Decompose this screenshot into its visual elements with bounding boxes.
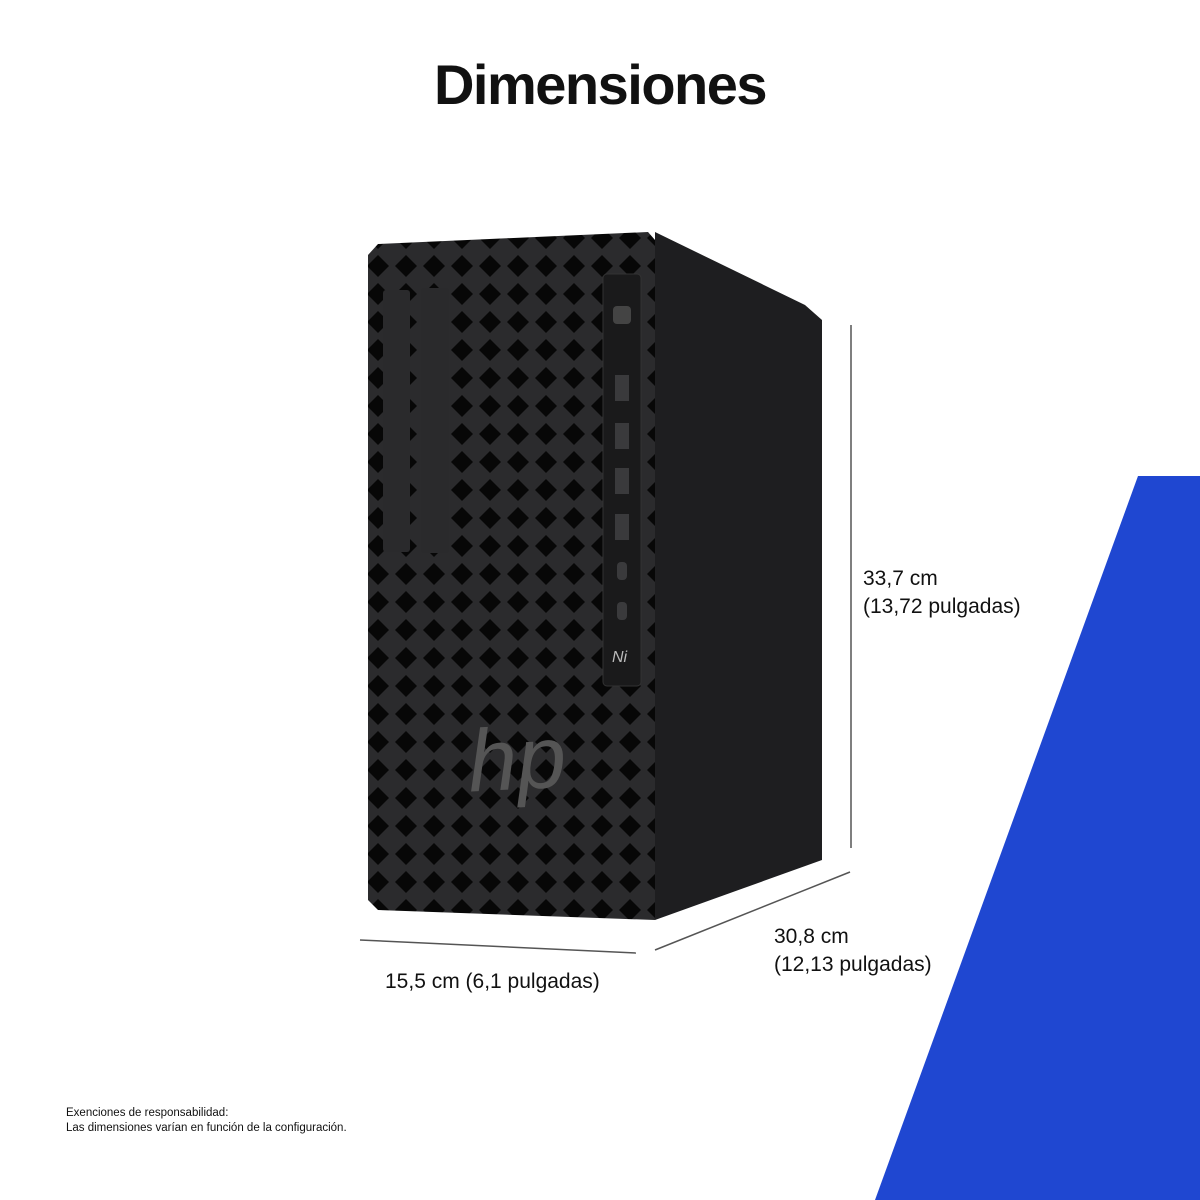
depth-dimension: 30,8 cm (12,13 pulgadas) xyxy=(774,923,932,979)
depth-imperial: (12,13 pulgadas) xyxy=(774,953,932,976)
power-button xyxy=(613,306,631,324)
depth-metric: 30,8 cm xyxy=(774,925,849,948)
height-dimension: 33,7 cm (13,72 pulgadas) xyxy=(863,565,1021,621)
dimension-lines xyxy=(359,325,852,954)
tower-side-panel xyxy=(655,232,822,920)
disclaimer: Exenciones de responsabilidad: Las dimen… xyxy=(66,1106,347,1136)
disclaimer-heading: Exenciones de responsabilidad: xyxy=(66,1107,229,1119)
disclaimer-text: Las dimensiones varían en función de la … xyxy=(66,1122,347,1134)
width-dimension: 15,5 cm (6,1 pulgadas) xyxy=(385,970,600,993)
hp-logo: hp xyxy=(465,707,568,811)
optical-drive-bay xyxy=(383,290,410,552)
page-title: Dimensiones xyxy=(433,53,768,116)
usb-ports xyxy=(615,375,629,620)
accent-triangle xyxy=(875,476,1200,1200)
ni-badge: Ni xyxy=(612,649,628,666)
height-metric: 33,7 cm xyxy=(863,567,938,590)
height-imperial: (13,72 pulgadas) xyxy=(863,595,1021,618)
drive-bay-2 xyxy=(421,288,449,553)
